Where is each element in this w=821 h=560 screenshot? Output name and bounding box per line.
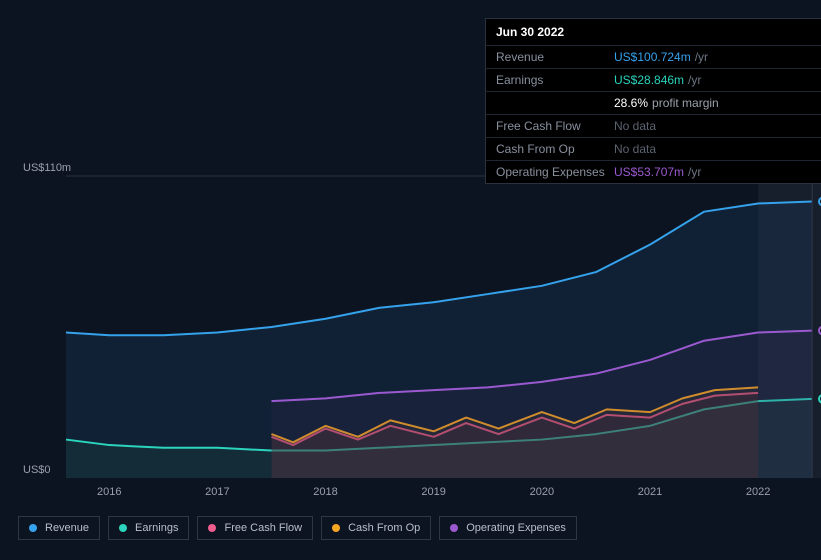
hover-tooltip: Jun 30 2022 RevenueUS$100.724m/yrEarning… [485,18,821,184]
legend-swatch-icon [332,524,340,532]
legend-item-fcf[interactable]: Free Cash Flow [197,516,313,540]
chart-container: US$110m US$0 Jun 30 2022 RevenueUS$100.7… [18,0,805,500]
legend-label: Operating Expenses [466,522,566,534]
x-tick: 2021 [638,486,662,498]
x-tick: 2016 [97,486,121,498]
legend: Revenue Earnings Free Cash Flow Cash From O… [18,516,577,540]
x-axis: 2016 2017 2018 2019 2020 2021 2022 [18,484,805,500]
tooltip-row: Cash From OpNo data [486,137,821,160]
legend-label: Free Cash Flow [224,522,302,534]
x-tick: 2020 [530,486,554,498]
x-tick: 2019 [421,486,445,498]
y-axis-label-top: US$110m [23,162,71,174]
legend-label: Revenue [45,522,89,534]
x-tick: 2017 [205,486,229,498]
x-tick: 2022 [746,486,770,498]
tooltip-row: 28.6%profit margin [486,91,821,114]
x-tick: 2018 [313,486,337,498]
legend-label: Cash From Op [348,522,420,534]
legend-swatch-icon [29,524,37,532]
tooltip-row: Free Cash FlowNo data [486,114,821,137]
legend-item-opex[interactable]: Operating Expenses [439,516,577,540]
tooltip-row: EarningsUS$28.846m/yr [486,68,821,91]
tooltip-row: Operating ExpensesUS$53.707m/yr [486,160,821,183]
legend-item-revenue[interactable]: Revenue [18,516,100,540]
legend-item-earnings[interactable]: Earnings [108,516,189,540]
y-axis-label-bottom: US$0 [23,464,51,476]
tooltip-row: RevenueUS$100.724m/yr [486,45,821,68]
legend-item-cfo[interactable]: Cash From Op [321,516,431,540]
tooltip-date: Jun 30 2022 [486,19,821,45]
legend-swatch-icon [450,524,458,532]
legend-label: Earnings [135,522,178,534]
legend-swatch-icon [119,524,127,532]
legend-swatch-icon [208,524,216,532]
